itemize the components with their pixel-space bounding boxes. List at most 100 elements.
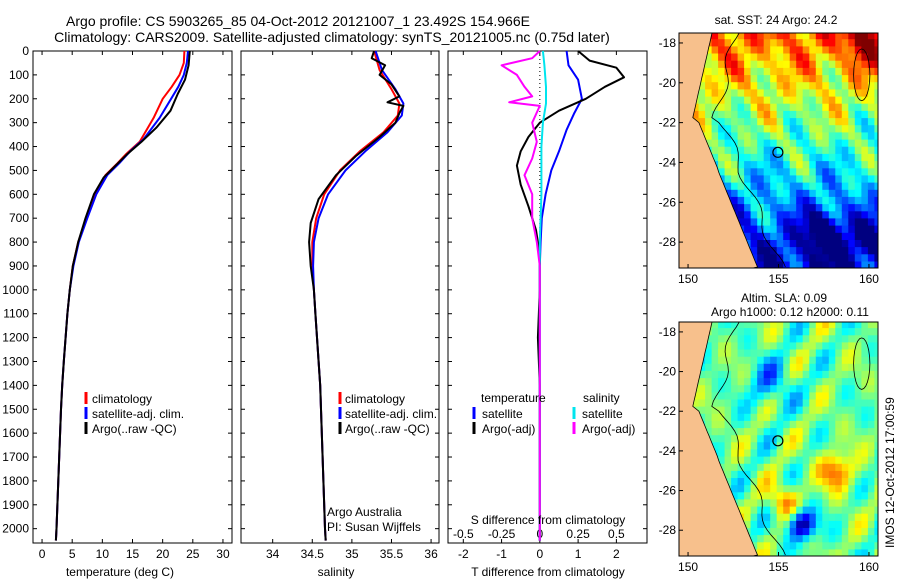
map-cell (867, 189, 875, 197)
map-cell (750, 506, 758, 514)
map-cell (705, 334, 713, 343)
map-cell (783, 189, 791, 197)
map-cell (776, 456, 784, 464)
map-cell (770, 349, 778, 357)
map-cell (867, 153, 875, 162)
map-cell (744, 498, 752, 507)
map-cell (835, 52, 843, 61)
map-cell (724, 427, 732, 436)
map-cell (724, 349, 732, 357)
map-cell (802, 81, 810, 90)
map-cell (744, 117, 752, 126)
map-cell (861, 377, 869, 386)
map-cell (802, 463, 810, 471)
map-cell (757, 534, 765, 543)
map-x-tick-label: 150 (678, 560, 698, 574)
map-cell (705, 363, 713, 371)
map-cell (874, 167, 878, 176)
map-cell (848, 103, 856, 111)
map-cell (757, 448, 765, 457)
map-cell (841, 420, 849, 429)
map-cell (867, 491, 875, 500)
map-cell (750, 131, 758, 140)
map-cell (828, 498, 836, 507)
map-cell (802, 448, 810, 457)
map-cell (867, 117, 875, 126)
map-cell (841, 427, 849, 436)
map-cell (744, 477, 752, 486)
map-cell (815, 52, 823, 61)
map-cell (711, 88, 719, 97)
map-cell (783, 103, 791, 111)
map-cell (809, 33, 817, 40)
map-cell (750, 356, 758, 364)
map-cell (776, 110, 784, 119)
map-cell (737, 131, 745, 140)
map-cell (815, 370, 823, 379)
map-cell (763, 67, 771, 76)
map-x-tick-label: 155 (768, 272, 788, 286)
map-cell (841, 477, 849, 486)
map-cell (744, 217, 752, 226)
map-cell (828, 203, 836, 212)
map-cell (809, 520, 817, 528)
map-cell (815, 153, 823, 162)
map-cell (770, 182, 778, 190)
map-cell (744, 88, 752, 97)
map-cell (854, 334, 862, 343)
map-cell (776, 498, 784, 507)
map-cell (848, 513, 856, 521)
map-cell (854, 45, 862, 54)
map-cell (867, 167, 875, 176)
map-cell (711, 370, 719, 379)
map-cell (705, 60, 713, 68)
map-cell (783, 74, 791, 83)
map-cell (744, 406, 752, 414)
map-cell (783, 456, 791, 464)
map-cell (854, 103, 862, 111)
map-cell (874, 384, 878, 393)
map-cell (750, 246, 758, 255)
map-cell (835, 349, 843, 357)
map-cell (796, 506, 804, 514)
map-cell (737, 110, 745, 119)
argo-position-marker (772, 146, 784, 158)
map-cell (874, 95, 878, 104)
map-cell (841, 189, 849, 197)
map-cell (815, 225, 823, 233)
map-cell (828, 377, 836, 386)
map-cell (874, 506, 878, 514)
map-cell (770, 95, 778, 104)
map-cell (815, 334, 823, 343)
map-cell (763, 491, 771, 500)
map-cell (874, 103, 878, 111)
map-cell (763, 167, 771, 176)
map-cell (770, 210, 778, 219)
map-cell (776, 491, 784, 500)
map-cell (809, 131, 817, 140)
map-cell (796, 103, 804, 111)
map-cell (783, 322, 791, 329)
map-cell (718, 138, 726, 147)
map-cell (711, 384, 719, 393)
map-cell (783, 153, 791, 162)
map-cell (867, 384, 875, 393)
map-cell (854, 253, 862, 262)
map-cell (874, 477, 878, 486)
map-cell (867, 548, 875, 556)
legend-label-t-argo: Argo(-adj) (482, 422, 535, 436)
map-cell (763, 527, 771, 536)
map-cell (757, 124, 765, 133)
map-cell (711, 146, 719, 154)
map-cell (757, 117, 765, 126)
map-cell (854, 146, 862, 154)
map-cell (705, 110, 713, 119)
map-cell (744, 160, 752, 169)
map-cell (854, 196, 862, 205)
map-cell (789, 327, 797, 336)
map-cell (848, 448, 856, 457)
map-cell (796, 67, 804, 76)
map-cell (848, 260, 856, 268)
map-cell (789, 217, 797, 226)
map-cell (867, 174, 875, 183)
